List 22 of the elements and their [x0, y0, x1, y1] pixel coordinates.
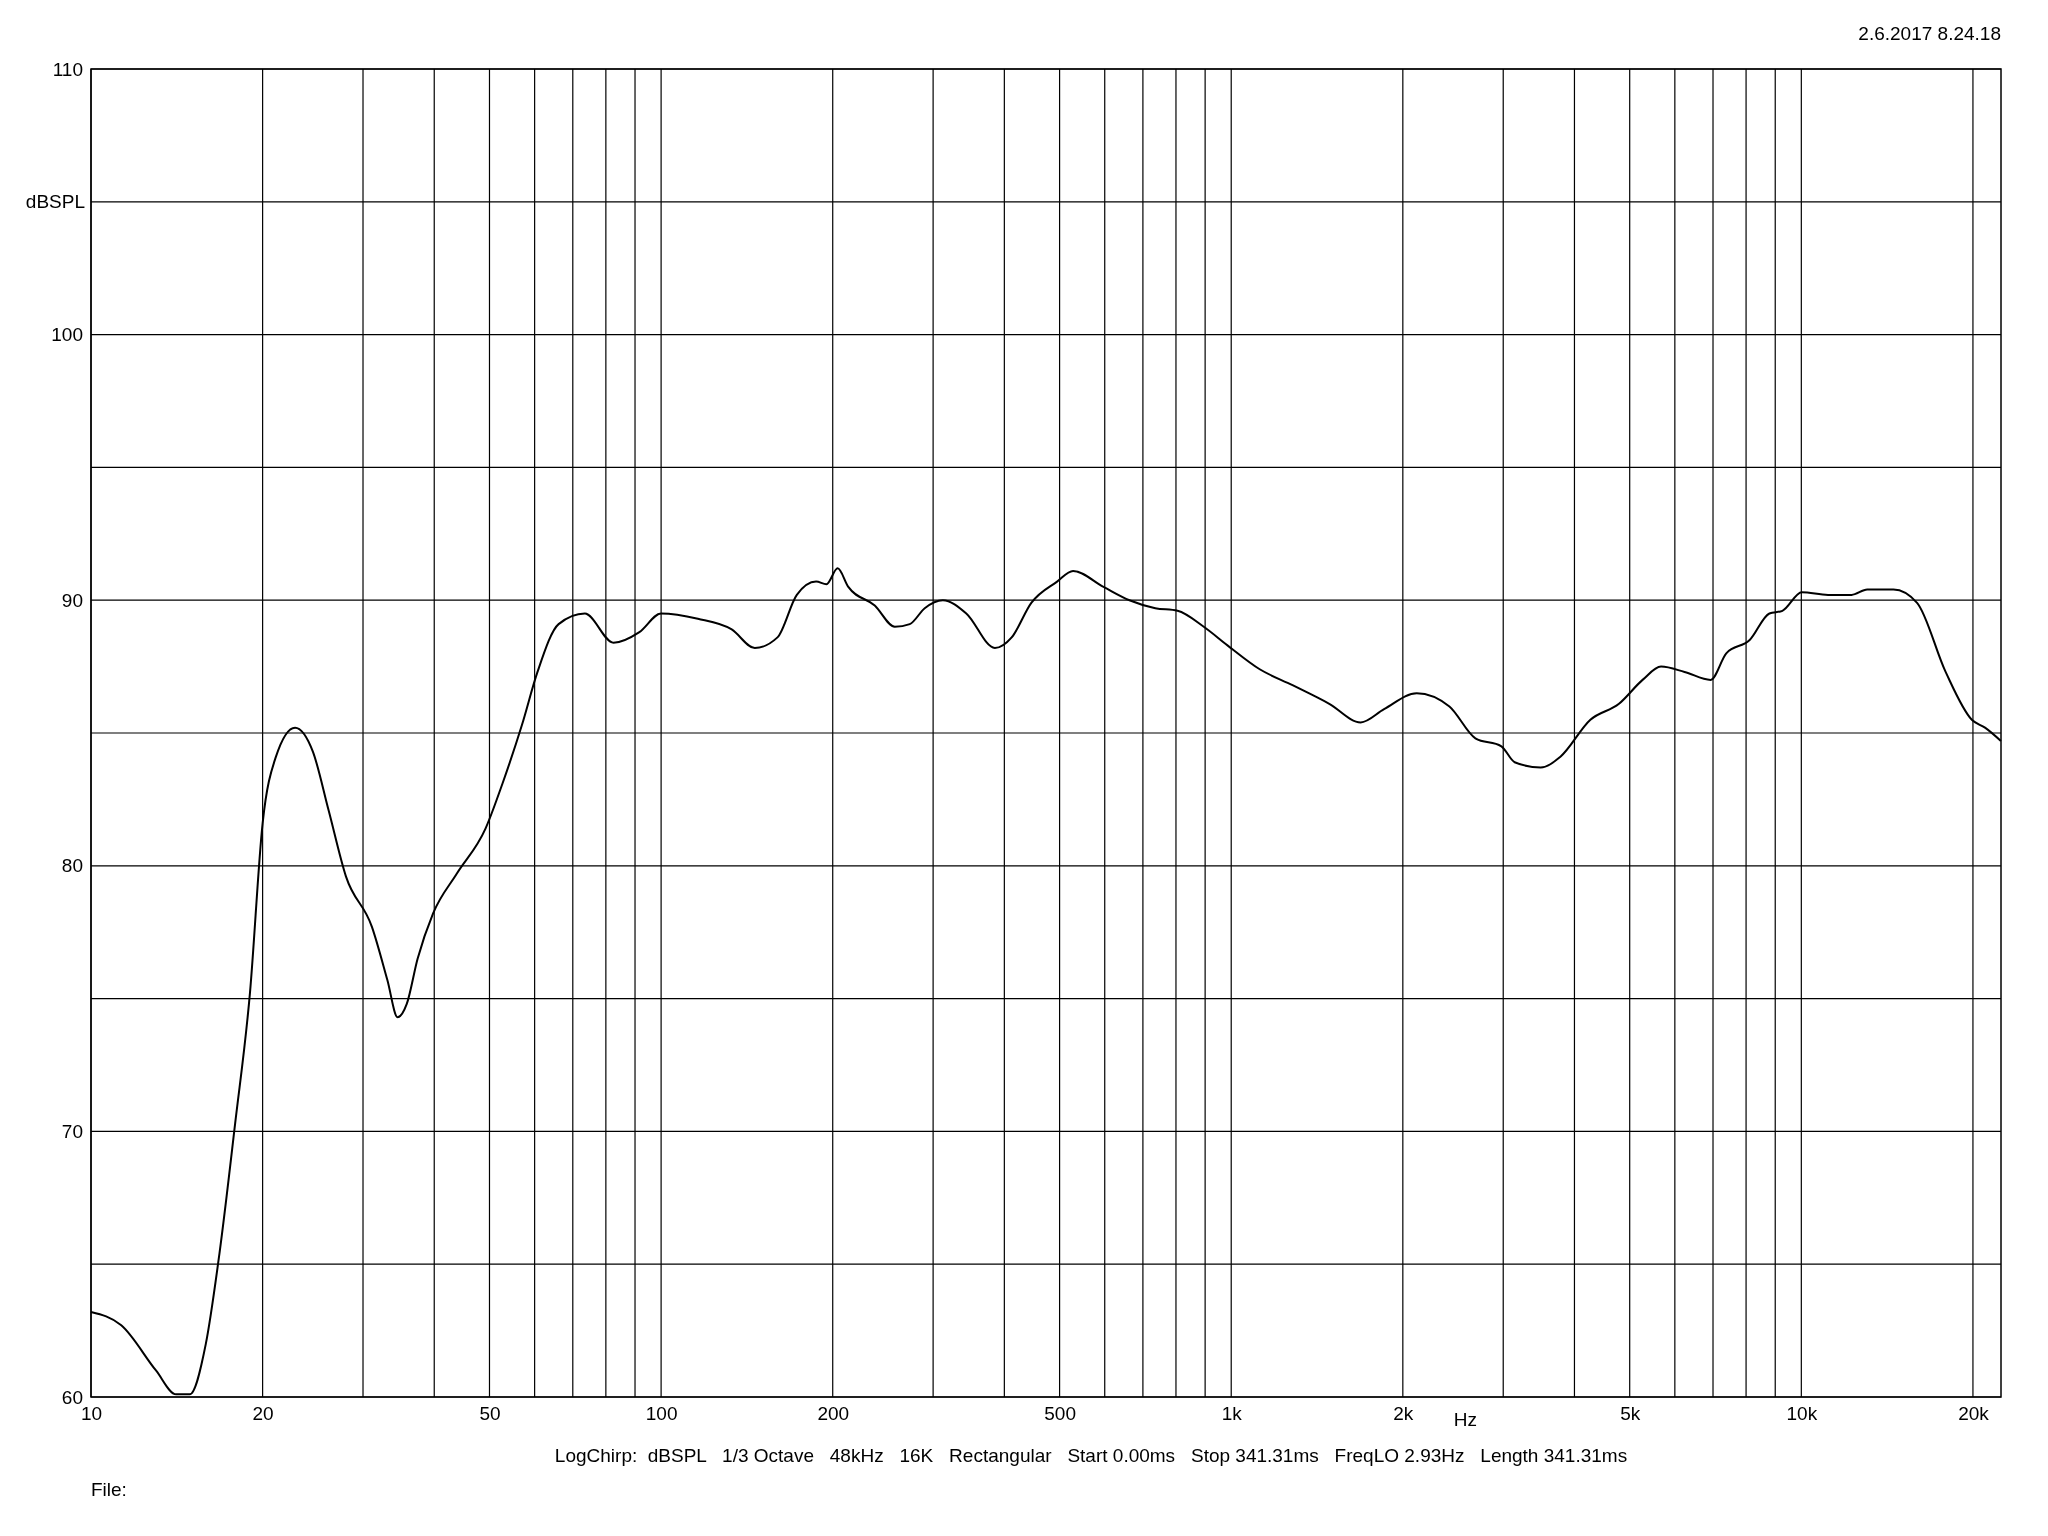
x-tick-label: 10k — [1786, 1403, 1818, 1425]
x-tick-label: 100 — [645, 1403, 678, 1425]
x-tick-label: 2k — [1393, 1403, 1414, 1425]
y-tick-label: 80 — [61, 855, 83, 877]
x-tick-label: 10 — [80, 1403, 103, 1425]
text: 2.6.2017 8.24.18 — [1858, 23, 2001, 44]
x-tick-label: 500 — [1044, 1403, 1076, 1425]
y-tick-label: 100 — [51, 324, 83, 346]
x-tick-label: 200 — [817, 1403, 850, 1425]
y-tick-label: 70 — [61, 1120, 83, 1142]
x-axis-title: Hz — [1453, 1409, 1478, 1430]
y-tick-label: 110 — [52, 58, 83, 80]
x-tick-label: 1k — [1221, 1403, 1243, 1425]
y-axis-title: dBSPL — [25, 191, 85, 213]
text: File: — [91, 1479, 127, 1500]
x-tick-label: 20 — [252, 1403, 274, 1425]
y-tick-label: 60 — [61, 1386, 83, 1408]
x-tick-label: 20k — [1958, 1403, 1990, 1425]
text: LogChirp: dBSPL 1/3 Octave 48kHz 16K Rectangular Start 0.00ms Stop 341.31ms FreqLO 2.93Hz Length 341.31ms — [554, 1445, 1628, 1466]
x-tick-label: 5k — [1620, 1403, 1641, 1425]
y-tick-label: 90 — [61, 589, 83, 611]
x-tick-label: 50 — [479, 1403, 501, 1425]
